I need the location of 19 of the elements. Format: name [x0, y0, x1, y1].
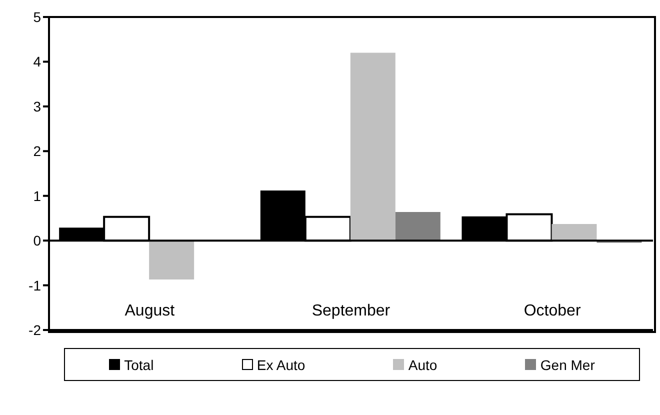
y-tick-label: 5 [33, 8, 42, 25]
y-tick-label: 0 [33, 232, 42, 249]
x-tick-label: September [312, 302, 391, 320]
y-tick-label: 2 [33, 143, 42, 160]
legend-label: Gen Mer [540, 356, 595, 372]
legend-label: Total [124, 356, 154, 372]
bar [395, 212, 440, 241]
legend-label: Auto [408, 356, 438, 372]
x-tick-label: October [524, 302, 582, 320]
y-tick-label: 1 [33, 188, 42, 204]
y-tick-label: -1 [28, 277, 42, 294]
y-tick-label: -2 [28, 322, 42, 338]
y-tick-label: 3 [33, 98, 42, 114]
bar [149, 240, 194, 280]
x-tick-label: August [124, 302, 176, 320]
bar [552, 224, 597, 241]
legend-label: Ex Auto [256, 356, 306, 372]
bar [350, 52, 396, 241]
y-tick-label: 4 [33, 54, 42, 70]
